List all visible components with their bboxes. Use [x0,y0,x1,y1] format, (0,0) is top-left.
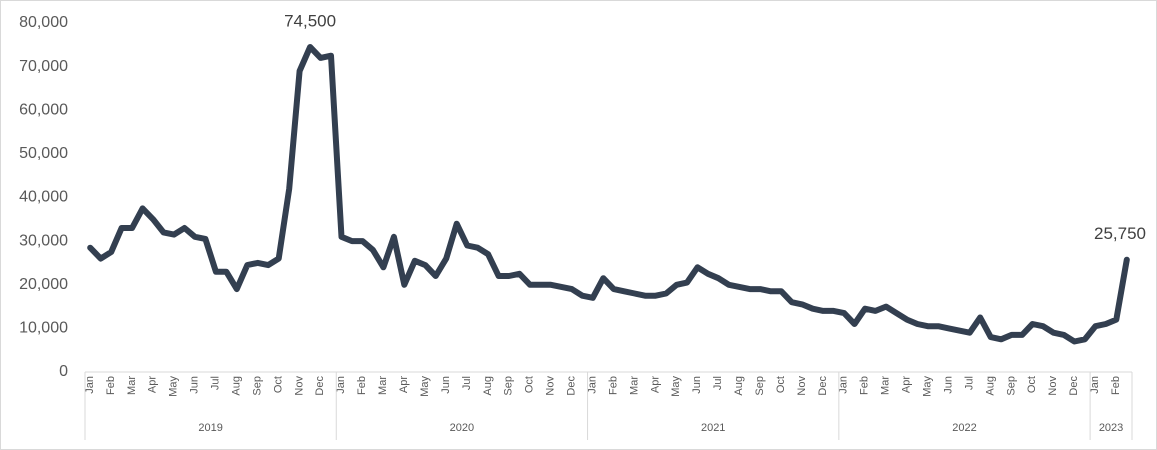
x-tick-label: Mar [126,376,138,395]
x-tick-label: Dec [1068,376,1080,396]
x-tick-label: May [419,376,431,397]
x-tick-label: Dec [314,376,326,396]
x-tick-label: Jun [691,376,703,394]
x-tick-label: Mar [377,376,389,395]
x-tick-label: Feb [859,376,871,395]
x-tick-label: Jan [1089,376,1101,394]
x-tick-label: Oct [272,376,284,393]
x-tick-label: Nov [1047,376,1059,396]
y-tick-label: 50,000 [19,145,68,162]
x-tick-label: Oct [775,376,787,393]
x-tick-label: Oct [1026,376,1038,393]
y-tick-label: 20,000 [19,276,68,293]
x-tick-label: Jul [712,376,724,390]
x-tick-label: Nov [545,376,557,396]
x-tick-label: Jan [838,376,850,394]
x-tick-label: Oct [524,376,536,393]
x-tick-label: Jan [586,376,598,394]
year-label: 2019 [198,422,222,434]
x-tick-label: Sep [1005,376,1017,396]
y-tick-label: 30,000 [19,232,68,249]
x-tick-label: Apr [901,376,913,393]
y-tick-label: 80,000 [19,14,68,31]
x-tick-label: Aug [733,376,745,396]
x-tick-label: Feb [105,376,117,395]
x-tick-label: Dec [566,376,578,396]
x-tick-label: May [670,376,682,397]
x-tick-label: Apr [649,376,661,393]
year-label: 2023 [1099,422,1123,434]
x-tick-label: Jun [189,376,201,394]
x-tick-label: Mar [880,376,892,395]
x-tick-label: Feb [1110,376,1122,395]
x-tick-label: Sep [503,376,515,396]
x-tick-label: Apr [398,376,410,393]
x-tick-label: Apr [147,376,159,393]
y-tick-label: 70,000 [19,58,68,75]
x-tick-label: Mar [628,376,640,395]
x-tick-label: Sep [754,376,766,396]
year-label: 2020 [450,422,474,434]
x-tick-label: Jun [440,376,452,394]
x-tick-label: Nov [293,376,305,396]
x-tick-label: Jul [461,376,473,390]
x-tick-label: Jan [335,376,347,394]
y-tick-label: 0 [59,363,68,380]
x-tick-label: Sep [251,376,263,396]
year-label: 2021 [701,422,725,434]
x-tick-label: Jun [942,376,954,394]
x-tick-label: Nov [796,376,808,396]
value-label: 25,750 [1094,224,1146,243]
x-tick-label: Aug [984,376,996,396]
x-tick-label: May [922,376,934,397]
x-tick-label: Jul [963,376,975,390]
x-tick-label: Feb [356,376,368,395]
y-tick-label: 40,000 [19,189,68,206]
x-tick-label: Dec [817,376,829,396]
x-tick-label: Aug [482,376,494,396]
x-tick-label: May [168,376,180,397]
y-tick-label: 10,000 [19,320,68,337]
data-line [87,44,1130,345]
x-tick-label: Feb [607,376,619,395]
year-label: 2022 [952,422,976,434]
x-tick-label: Jan [84,376,96,394]
value-label: 74,500 [284,11,336,30]
x-tick-label: Jul [210,376,222,390]
y-tick-label: 60,000 [19,101,68,118]
x-tick-label: Aug [230,376,242,396]
